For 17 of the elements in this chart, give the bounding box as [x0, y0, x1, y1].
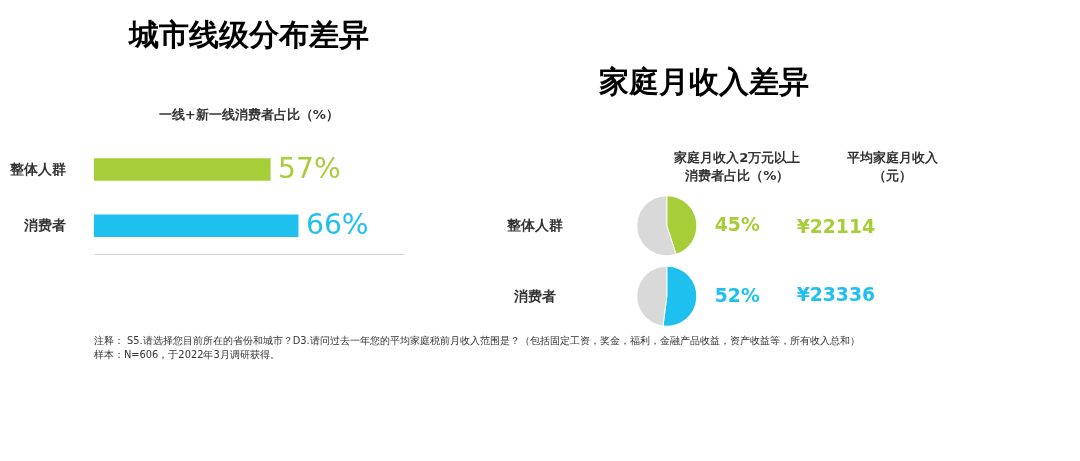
data-label: 66% — [305, 208, 369, 242]
text: ¥22114 — [796, 215, 875, 237]
text: 平均家庭月收入 — [845, 149, 939, 165]
data-label: 45% — [714, 214, 760, 236]
text: 整体人群 — [506, 217, 564, 234]
text: ¥23336 — [796, 283, 875, 305]
text: 消费者 — [513, 287, 557, 304]
text: （元） — [872, 167, 912, 183]
text: 消费者占比（%） — [684, 167, 790, 183]
data-label: 57% — [278, 151, 341, 185]
text: 注释： S5.请选择您目前所在的省份和城市？D3.请问过去一年您的平均家庭税前月收入范围是？（包括固定工资，奖金，福利，金融产品收益，资产收益等，所有收入总和） — [93, 334, 860, 346]
chart-subtitle: 一线+新一线消费者占比（%） — [158, 106, 339, 122]
data-label: 52% — [714, 284, 760, 306]
text: 样本：N=606，于2022年3月调研获得。 — [93, 348, 280, 360]
text: 家庭月收入2万元以上 — [673, 149, 801, 165]
text: 家庭月收入差异 — [599, 64, 810, 100]
chart-title: 城市线级分布差异 — [126, 17, 369, 53]
